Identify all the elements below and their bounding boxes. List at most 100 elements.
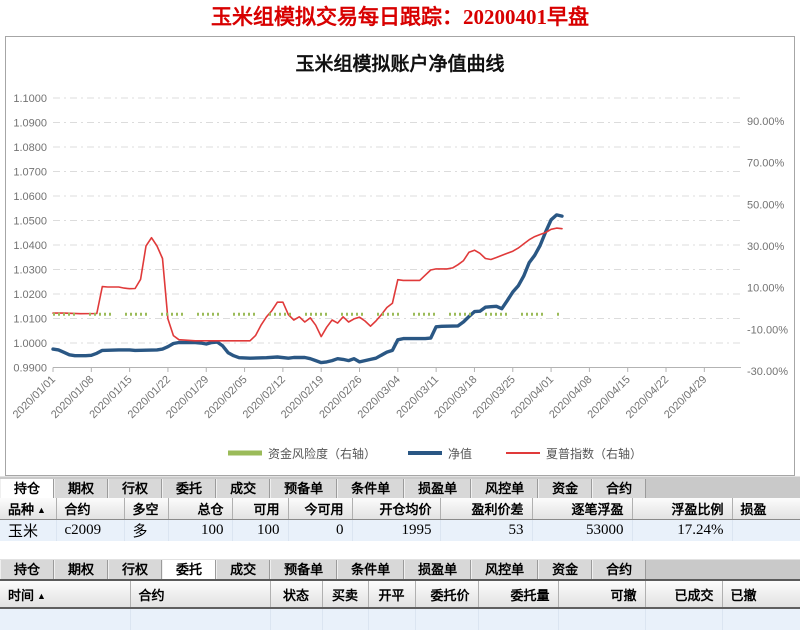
column-header-盈利价差[interactable]: 盈利价差 <box>440 498 533 520</box>
column-header-已成交[interactable]: 已成交 <box>645 581 723 609</box>
legend-item: 净值 <box>408 446 472 461</box>
tab-行权[interactable]: 行权 <box>108 479 163 498</box>
column-header-开平[interactable]: 开平 <box>368 581 416 609</box>
table-row[interactable]: 玉米 c2009 多 100 100 0 1995 53 53000 17.24% <box>0 519 800 541</box>
legend-label: 夏普指数（右轴） <box>546 446 642 461</box>
legend-label: 净值 <box>448 446 472 461</box>
tab-成交[interactable]: 成交 <box>216 560 271 579</box>
page-title: 玉米组模拟交易每日跟踪：20200401早盘 <box>211 5 589 29</box>
tab-委托[interactable]: 委托 <box>162 560 217 579</box>
column-header-状态[interactable]: 状态 <box>270 581 323 609</box>
positions-body: 玉米 c2009 多 100 100 0 1995 53 53000 17.24% <box>0 519 800 541</box>
column-header-品种[interactable]: 品种 ▲ <box>0 498 57 520</box>
chart-panel: 玉米组模拟账户净值曲线 1.1000 1.0900 1.0800 1.0700 1.06… <box>5 36 795 476</box>
column-header-合约[interactable]: 合约 <box>56 498 125 520</box>
tab-持仓[interactable]: 持仓 <box>0 560 55 579</box>
left-axis-tick: 1.0300 <box>13 265 47 277</box>
column-header-已撤[interactable]: 已撤 <box>722 581 800 609</box>
column-header-损盈[interactable]: 损盈 <box>732 498 800 520</box>
tab-损盈单[interactable]: 损盈单 <box>404 560 472 579</box>
tab-条件单[interactable]: 条件单 <box>337 560 405 579</box>
cell-盈利价差: 53 <box>440 519 533 541</box>
column-header-委托价[interactable]: 委托价 <box>415 581 479 609</box>
orders-tabbar: 持仓 期权 行权 委托 成交 预备单 条件单 损盈单 风控单 资金 合约 <box>0 559 800 581</box>
left-axis-tick: 1.0100 <box>13 314 47 326</box>
column-header-总仓[interactable]: 总仓 <box>168 498 233 520</box>
cell-品种: 玉米 <box>0 519 57 541</box>
tab-委托[interactable]: 委托 <box>162 479 217 498</box>
tab-损盈单[interactable]: 损盈单 <box>404 479 472 498</box>
orders-body <box>0 608 800 630</box>
positions-header: 品种 ▲ 合约 多空 总仓 可用 今可用 开仓均价 盈利价差 逐笔浮盈 浮盈比例 损盈 <box>0 498 800 520</box>
orders-header: 时间 ▲ 合约 状态 买卖 开平 委托价 委托量 可撤 已成交 已撤 <box>0 581 800 609</box>
column-header-委托量[interactable]: 委托量 <box>478 581 559 609</box>
cell-可用: 100 <box>232 519 289 541</box>
column-header-多空[interactable]: 多空 <box>124 498 169 520</box>
cell-逐笔浮盈: 53000 <box>532 519 633 541</box>
left-axis-tick: 1.0900 <box>13 118 47 130</box>
panel-gap <box>0 541 800 559</box>
right-axis-tick: -30.00% <box>747 366 788 378</box>
sort-ascending-icon: ▲ <box>37 590 46 601</box>
tab-持仓[interactable]: 持仓 <box>0 479 55 498</box>
left-axis-tick: 1.0400 <box>13 240 47 252</box>
tab-资金[interactable]: 资金 <box>538 560 593 579</box>
column-header-时间[interactable]: 时间 ▲ <box>0 581 131 609</box>
column-header-买卖[interactable]: 买卖 <box>322 581 369 609</box>
tab-期权[interactable]: 期权 <box>54 479 109 498</box>
empty-row <box>0 608 800 630</box>
tab-合约[interactable]: 合约 <box>592 479 647 498</box>
gridlines <box>53 97 741 368</box>
legend-swatch <box>408 451 442 455</box>
cell-多空: 多 <box>124 519 169 541</box>
cell-今可用: 0 <box>288 519 353 541</box>
column-header-逐笔浮盈[interactable]: 逐笔浮盈 <box>532 498 633 520</box>
tab-预备单[interactable]: 预备单 <box>270 479 338 498</box>
tab-成交[interactable]: 成交 <box>216 479 271 498</box>
column-header-可用[interactable]: 可用 <box>232 498 289 520</box>
tab-行权[interactable]: 行权 <box>108 560 163 579</box>
left-axis-tick: 1.0600 <box>13 191 47 203</box>
positions-tabbar: 持仓 期权 行权 委托 成交 预备单 条件单 损盈单 风控单 资金 合约 <box>0 476 800 498</box>
legend-label: 资金风险度（右轴） <box>268 446 376 461</box>
sharpe-line <box>52 227 563 342</box>
left-axis-tick: 1.0500 <box>13 216 47 228</box>
right-axis-tick: 30.00% <box>747 241 785 253</box>
legend-swatch <box>228 450 262 456</box>
cell-浮盈比例: 17.24% <box>632 519 733 541</box>
tab-资金[interactable]: 资金 <box>538 479 593 498</box>
right-axis-tick: 10.00% <box>747 283 785 295</box>
right-axis-tick: 70.00% <box>747 158 785 170</box>
tab-风控单[interactable]: 风控单 <box>471 560 539 579</box>
tab-期权[interactable]: 期权 <box>54 560 109 579</box>
column-header-开仓均价[interactable]: 开仓均价 <box>352 498 441 520</box>
left-axis-tick: 1.0000 <box>13 338 47 350</box>
left-axis-tick: 1.0700 <box>13 167 47 179</box>
net-value-chart: 1.1000 1.0900 1.0800 1.0700 1.0600 1.0500 1.04… <box>11 93 788 461</box>
column-header-浮盈比例[interactable]: 浮盈比例 <box>632 498 733 520</box>
header-row: 品种 ▲ 合约 多空 总仓 可用 今可用 开仓均价 盈利价差 逐笔浮盈 浮盈比例 损盈 <box>0 498 800 520</box>
left-axis-tick: 0.9900 <box>13 363 47 375</box>
tab-条件单[interactable]: 条件单 <box>337 479 405 498</box>
column-header-合约[interactable]: 合约 <box>130 581 271 609</box>
left-axis-tick: 1.0200 <box>13 289 47 301</box>
chart-title: 玉米组模拟账户净值曲线 <box>295 54 505 75</box>
tab-预备单[interactable]: 预备单 <box>270 560 338 579</box>
cell-损盈 <box>732 519 800 541</box>
cell-开仓均价: 1995 <box>352 519 441 541</box>
right-axis-tick: 90.00% <box>747 116 785 128</box>
left-axis-tick: 1.1000 <box>13 93 47 105</box>
tab-风控单[interactable]: 风控单 <box>471 479 539 498</box>
tab-合约[interactable]: 合约 <box>592 560 647 579</box>
left-axis-tick: 1.0800 <box>13 142 47 154</box>
header-row: 时间 ▲ 合约 状态 买卖 开平 委托价 委托量 可撤 已成交 已撤 <box>0 581 800 609</box>
legend-item: 资金风险度（右轴） <box>228 446 376 461</box>
netvalue-line <box>51 213 564 365</box>
chart-legend: 资金风险度（右轴） 净值 夏普指数（右轴） <box>228 446 642 461</box>
column-header-可撤[interactable]: 可撤 <box>558 581 646 609</box>
cell-总仓: 100 <box>168 519 233 541</box>
column-header-今可用[interactable]: 今可用 <box>288 498 353 520</box>
cell-合约: c2009 <box>56 519 125 541</box>
right-axis-tick: 50.00% <box>747 199 785 211</box>
